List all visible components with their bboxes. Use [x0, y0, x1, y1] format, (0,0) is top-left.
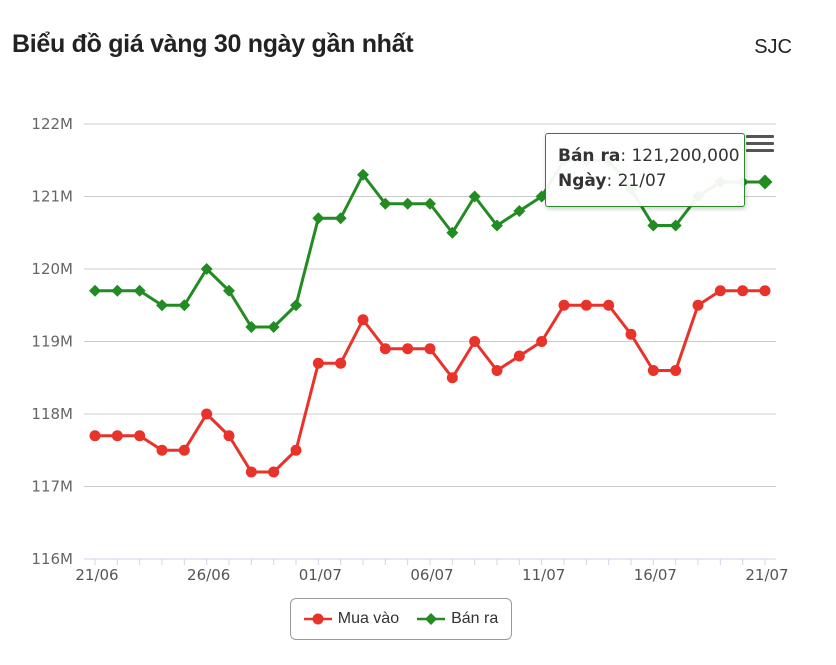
data-point-mua-vao[interactable] — [692, 299, 704, 311]
data-point-mua-vao[interactable] — [670, 365, 682, 376]
y-tick-label: 120M — [31, 260, 73, 278]
data-point-mua-vao[interactable] — [580, 299, 592, 311]
data-point-ban-ra[interactable] — [267, 321, 280, 333]
data-point-ban-ra[interactable] — [757, 174, 773, 190]
legend-item-mua-vao[interactable]: Mua vào — [303, 610, 400, 628]
data-point-mua-vao[interactable] — [446, 372, 458, 384]
data-point-ban-ra[interactable] — [334, 212, 347, 225]
data-point-mua-vao[interactable] — [714, 285, 726, 297]
data-point-ban-ra[interactable] — [535, 190, 548, 203]
data-point-mua-vao[interactable] — [178, 444, 190, 456]
data-point-mua-vao[interactable] — [603, 299, 615, 311]
series-line-mua-vao — [95, 289, 765, 474]
legend-label-mua-vao: Mua vào — [337, 610, 400, 627]
source-label: SJC — [754, 36, 792, 58]
data-point-mua-vao[interactable] — [469, 336, 481, 347]
data-point-ban-ra[interactable] — [156, 299, 168, 312]
data-point-mua-vao[interactable] — [379, 343, 391, 355]
x-tick-label: 21/06 — [75, 566, 118, 584]
data-point-mua-vao[interactable] — [513, 350, 525, 362]
x-tick-label: 26/06 — [187, 566, 230, 584]
data-point-mua-vao[interactable] — [201, 408, 213, 420]
data-point-ban-ra[interactable] — [111, 284, 124, 297]
data-point-mua-vao[interactable] — [424, 343, 436, 355]
data-point-ban-ra[interactable] — [290, 299, 302, 312]
x-tick-label: 11/07 — [522, 566, 565, 584]
data-point-ban-ra[interactable] — [669, 219, 682, 232]
data-point-mua-vao[interactable] — [625, 328, 637, 340]
data-point-mua-vao[interactable] — [290, 444, 302, 456]
data-point-ban-ra[interactable] — [401, 197, 414, 210]
data-point-mua-vao[interactable] — [156, 444, 168, 456]
data-point-ban-ra[interactable] — [424, 197, 436, 210]
data-point-ban-ra[interactable] — [357, 168, 369, 181]
legend-item-ban-ra[interactable]: Bán ra — [417, 610, 498, 628]
y-tick-label: 118M — [31, 405, 73, 423]
data-point-mua-vao[interactable] — [491, 365, 503, 376]
page-title: Biểu đồ giá vàng 30 ngày gần nhất — [12, 30, 414, 58]
y-tick-label: 121M — [31, 188, 73, 206]
data-point-mua-vao[interactable] — [312, 357, 324, 369]
data-point-ban-ra[interactable] — [491, 219, 503, 232]
data-point-mua-vao[interactable] — [357, 314, 369, 326]
data-point-mua-vao[interactable] — [89, 430, 101, 442]
x-tick-label: 06/07 — [410, 566, 453, 584]
data-point-mua-vao[interactable] — [268, 466, 280, 478]
data-point-ban-ra[interactable] — [379, 197, 392, 210]
y-tick-label: 122M — [31, 115, 73, 133]
x-tick-label: 01/07 — [299, 566, 342, 584]
data-point-mua-vao[interactable] — [759, 285, 771, 297]
data-point-ban-ra[interactable] — [513, 205, 526, 217]
data-point-mua-vao[interactable] — [245, 466, 257, 478]
data-point-ban-ra[interactable] — [312, 212, 325, 225]
x-tick-label: 16/07 — [634, 566, 677, 584]
tooltip-date: 21/07 — [617, 171, 667, 191]
x-tick-label: 21/07 — [745, 566, 788, 584]
data-point-ban-ra[interactable] — [178, 299, 191, 312]
data-point-mua-vao[interactable] — [335, 357, 347, 369]
data-point-mua-vao[interactable] — [223, 430, 235, 442]
data-point-mua-vao[interactable] — [134, 430, 146, 442]
chart-legend: Mua vào Bán ra — [290, 598, 512, 640]
data-point-mua-vao[interactable] — [647, 365, 659, 376]
legend-circle-marker-icon — [303, 613, 332, 625]
data-point-ban-ra[interactable] — [223, 284, 235, 297]
data-point-mua-vao[interactable] — [737, 285, 749, 297]
tooltip-date-label: Ngày — [558, 171, 607, 191]
hamburger-menu-icon[interactable] — [746, 132, 774, 154]
price-line-chart: 116M 117M 118M 119M 120M 121M 122M 21/06 26/06 0… — [31, 115, 789, 584]
data-point-ban-ra[interactable] — [200, 263, 213, 275]
data-point-mua-vao[interactable] — [536, 336, 548, 347]
data-point-ban-ra[interactable] — [468, 190, 481, 203]
data-point-ban-ra[interactable] — [647, 219, 660, 232]
data-tooltip: Bán ra: 121,200,000 Ngày: 21/07 — [545, 133, 745, 207]
data-point-ban-ra[interactable] — [89, 284, 101, 297]
tooltip-series-label: Bán ra — [558, 146, 621, 166]
data-point-mua-vao[interactable] — [111, 430, 123, 442]
x-axis: 21/06 26/06 01/07 06/07 11/07 16/07 21/07 — [75, 558, 789, 584]
y-tick-label: 116M — [31, 550, 73, 568]
y-tick-label: 117M — [31, 478, 73, 496]
tooltip-value: 121,200,000 — [631, 146, 740, 166]
data-point-ban-ra[interactable] — [446, 226, 459, 239]
y-axis-ticks: 116M 117M 118M 119M 120M 121M 122M — [31, 115, 73, 568]
data-point-mua-vao[interactable] — [402, 343, 414, 355]
data-point-mua-vao[interactable] — [558, 299, 570, 311]
data-point-ban-ra[interactable] — [245, 321, 258, 333]
data-point-ban-ra[interactable] — [133, 284, 146, 297]
y-tick-label: 119M — [31, 333, 73, 351]
legend-diamond-marker-icon — [417, 613, 446, 625]
legend-label-ban-ra: Bán ra — [451, 610, 499, 627]
